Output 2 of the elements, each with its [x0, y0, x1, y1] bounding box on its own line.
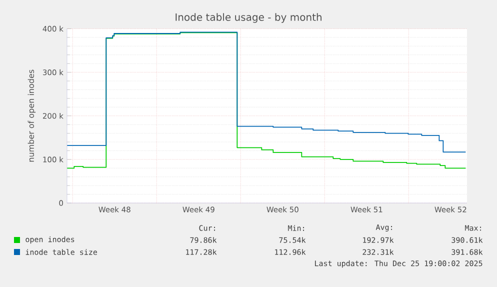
y-axis-title: number of open inodes — [28, 70, 36, 162]
chart-title: Inode table usage - by month — [176, 13, 322, 23]
